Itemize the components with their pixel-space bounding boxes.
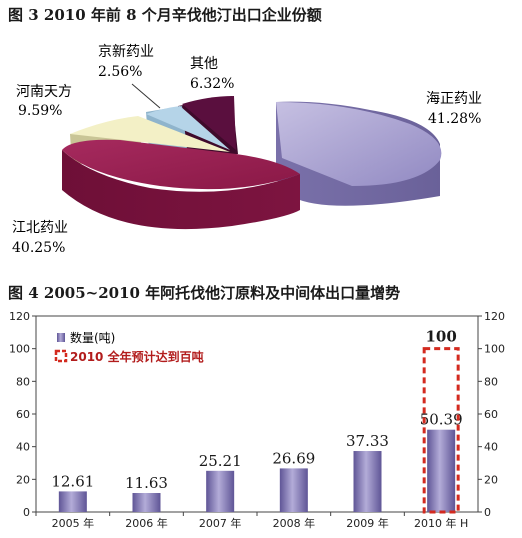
value-label: 12.61 <box>51 472 94 490</box>
category-label: 2005 年 <box>52 516 95 530</box>
label-haizheng-pct: 41.28% <box>428 111 481 127</box>
label-others-name: 其他 <box>190 56 218 72</box>
legend-swatch-forecast <box>54 349 68 363</box>
label-haizheng-name: 海正药业 <box>426 91 482 107</box>
bar-series <box>58 429 456 512</box>
pie-slice-side-jiangbei <box>62 150 300 230</box>
label-henan-pct: 9.59% <box>18 103 62 119</box>
label-jiangbei-name: 江北药业 <box>12 220 68 236</box>
category-label: 2006 年 <box>125 516 168 530</box>
bar-5 <box>427 429 456 512</box>
y-tick-label-left: 120 <box>9 310 30 323</box>
legend-label-forecast: 2010 全年预计达到百吨 <box>70 349 204 364</box>
category-label: 2009 年 <box>346 516 389 530</box>
value-label: 37.33 <box>346 432 389 450</box>
value-label: 50.39 <box>420 411 463 429</box>
y-axis-left: 0 20 40 60 80 100 120 <box>9 310 36 519</box>
bar-1 <box>132 493 161 512</box>
value-label: 26.69 <box>272 449 315 467</box>
y-tick-label-right: 80 <box>484 375 498 388</box>
y-tick-label-left: 80 <box>16 375 30 388</box>
y-axis-right: 0 20 40 60 80 100 120 <box>478 310 505 519</box>
bar-chart-title: 图 4 2005~2010 年阿托伐他汀原料及中间体出口量增势 <box>8 284 401 302</box>
y-tick-label-left: 20 <box>16 473 30 486</box>
y-tick-label-right: 120 <box>484 310 505 323</box>
bar-2 <box>206 470 235 512</box>
y-tick-label-right: 60 <box>484 408 498 421</box>
leader-line-jingxin <box>131 83 161 109</box>
pie-slice-jingxin <box>146 106 230 150</box>
forecast-box <box>422 347 460 514</box>
value-label: 11.63 <box>125 474 168 492</box>
bar-3 <box>279 468 308 512</box>
category-label: 2008 年 <box>273 516 316 530</box>
value-labels: 12.61 11.63 25.21 26.69 37.33 50.39 <box>51 411 462 492</box>
pie-chart: 海正药业 41.28% 江北药业 40.25% 河南天方 9.59% 京新药业 … <box>12 44 482 256</box>
label-jiangbei-pct: 40.25% <box>12 240 65 256</box>
category-label: 2010 年 H <box>414 516 468 530</box>
pie-slice-haizheng <box>276 102 442 186</box>
label-jingxin-name: 京新药业 <box>98 44 154 60</box>
bar-plot-frame <box>35 315 479 513</box>
label-jingxin-pct: 2.56% <box>98 64 142 80</box>
y-tick-label-left: 100 <box>9 343 30 356</box>
category-label: 2007 年 <box>199 516 242 530</box>
bar-4 <box>353 451 382 512</box>
x-axis-categories: 2005 年 2006 年 2007 年 2008 年 2009 年 2010 年 H <box>35 512 468 530</box>
pie-slice-henan <box>70 116 230 152</box>
y-tick-label-right: 40 <box>484 441 498 454</box>
y-tick-label-left: 60 <box>16 408 30 421</box>
legend-swatch-quantity <box>57 333 65 342</box>
pie-slice-jiangbei <box>62 139 300 190</box>
y-tick-label-right: 20 <box>484 473 498 486</box>
pie-slice-others <box>182 96 236 150</box>
y-tick-label-left: 40 <box>16 441 30 454</box>
y-tick-label-right: 0 <box>484 506 491 519</box>
value-label: 25.21 <box>199 452 242 470</box>
legend-label-quantity: 数量(吨) <box>70 330 115 345</box>
label-others-pct: 6.32% <box>190 76 234 92</box>
y-tick-label-left: 0 <box>23 506 30 519</box>
bar-0 <box>58 491 87 512</box>
pie-chart-title: 图 3 2010 年前 8 个月辛伐他汀出口企业份额 <box>8 6 322 24</box>
forecast-value-label: 100 <box>426 328 457 346</box>
label-henan-name: 河南天方 <box>16 84 72 100</box>
y-tick-label-right: 100 <box>484 343 505 356</box>
